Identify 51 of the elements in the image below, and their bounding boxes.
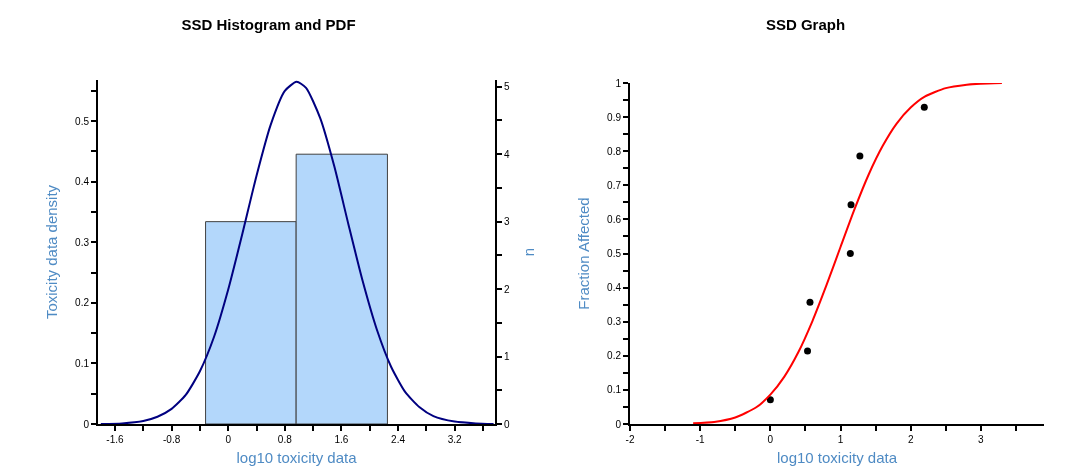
x-tick-label: 2.4	[391, 434, 406, 445]
y-tick-label: 0.4	[75, 176, 90, 188]
y2-tick-label: 4	[504, 148, 510, 160]
x-tick-label: 0.8	[277, 434, 293, 445]
y-tick-label: 0.1	[607, 384, 622, 396]
y2-tick-label: 0	[504, 418, 510, 430]
y-tick-label: 0.4	[607, 282, 622, 294]
point	[806, 298, 814, 306]
x-tick-label: -2	[625, 434, 635, 445]
y2-tick-label: 2	[504, 283, 510, 295]
y-tick-label: 0.1	[75, 357, 90, 369]
x-tick-label: 1.6	[334, 434, 349, 445]
chart-title: SSD Histogram and PDF	[181, 15, 356, 33]
y2-tick-label: 1	[504, 351, 510, 363]
y-axis-title: Toxicity data density	[43, 184, 60, 320]
y-tick-label: 0	[83, 418, 90, 430]
x-tick-label: 3.2	[447, 434, 463, 445]
y-tick-label: 0.5	[607, 248, 622, 259]
point	[846, 250, 854, 257]
y-axis-title: Fraction Affected	[575, 197, 592, 310]
y2-axis-title: n	[520, 247, 537, 257]
point	[856, 152, 864, 160]
x-tick-label: 2	[907, 434, 914, 445]
y-tick-label: 0.2	[607, 350, 622, 362]
x-tick-label: -1	[695, 434, 706, 445]
y-tick-label: 1	[615, 77, 622, 89]
y-tick-label: 0	[615, 418, 622, 430]
y-tick-label: 0.3	[75, 236, 90, 248]
x-tick-label: -0.8	[162, 434, 181, 445]
y-tick-label: 0.6	[607, 213, 622, 225]
x-tick-label: 0	[225, 434, 232, 445]
y2-tick-label: 5	[504, 81, 510, 93]
x-tick-label: -1.6	[106, 434, 125, 445]
point	[804, 347, 812, 355]
x-tick-label: 0	[767, 434, 774, 445]
y-tick-label: 0.8	[607, 145, 622, 157]
point	[920, 103, 928, 111]
point	[847, 201, 855, 209]
y-tick-label: 0.7	[607, 179, 622, 191]
x-tick-label: 1	[837, 434, 844, 445]
y-tick-label: 0.2	[75, 297, 90, 309]
y-tick-label: 0.3	[607, 316, 622, 328]
y-tick-label: 0.5	[75, 115, 90, 127]
y-tick-label: 0.9	[607, 111, 622, 123]
x-axis-title: log10 toxicity data	[776, 448, 898, 466]
x-tick-label: 3	[978, 434, 985, 445]
chart-title: SSD Graph	[765, 15, 846, 33]
y2-tick-label: 3	[504, 216, 510, 228]
x-axis-title: log10 toxicity data	[236, 448, 358, 466]
line-series	[692, 83, 1003, 424]
point	[766, 396, 774, 404]
